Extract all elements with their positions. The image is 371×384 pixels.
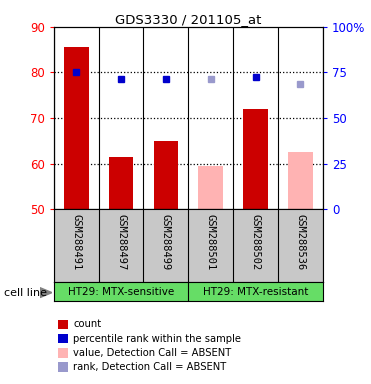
Bar bbox=[154, 141, 178, 209]
Text: GSM288491: GSM288491 bbox=[71, 214, 81, 271]
Bar bbox=[109, 157, 133, 209]
Bar bbox=[288, 152, 313, 209]
Text: percentile rank within the sample: percentile rank within the sample bbox=[73, 334, 242, 344]
Bar bbox=[198, 166, 223, 209]
Text: GSM288499: GSM288499 bbox=[161, 214, 171, 271]
Text: value, Detection Call = ABSENT: value, Detection Call = ABSENT bbox=[73, 348, 232, 358]
Polygon shape bbox=[40, 288, 52, 298]
Bar bbox=[64, 47, 89, 209]
Text: GSM288497: GSM288497 bbox=[116, 214, 126, 271]
Text: GSM288502: GSM288502 bbox=[250, 214, 260, 271]
Text: GSM288536: GSM288536 bbox=[295, 214, 305, 271]
Text: count: count bbox=[73, 319, 102, 329]
Text: cell line: cell line bbox=[4, 288, 47, 298]
Title: GDS3330 / 201105_at: GDS3330 / 201105_at bbox=[115, 13, 262, 26]
Bar bbox=[243, 109, 268, 209]
Text: HT29: MTX-resistant: HT29: MTX-resistant bbox=[203, 287, 308, 297]
Text: GSM288501: GSM288501 bbox=[206, 214, 216, 271]
Text: HT29: MTX-sensitive: HT29: MTX-sensitive bbox=[68, 287, 174, 297]
Text: rank, Detection Call = ABSENT: rank, Detection Call = ABSENT bbox=[73, 362, 227, 372]
